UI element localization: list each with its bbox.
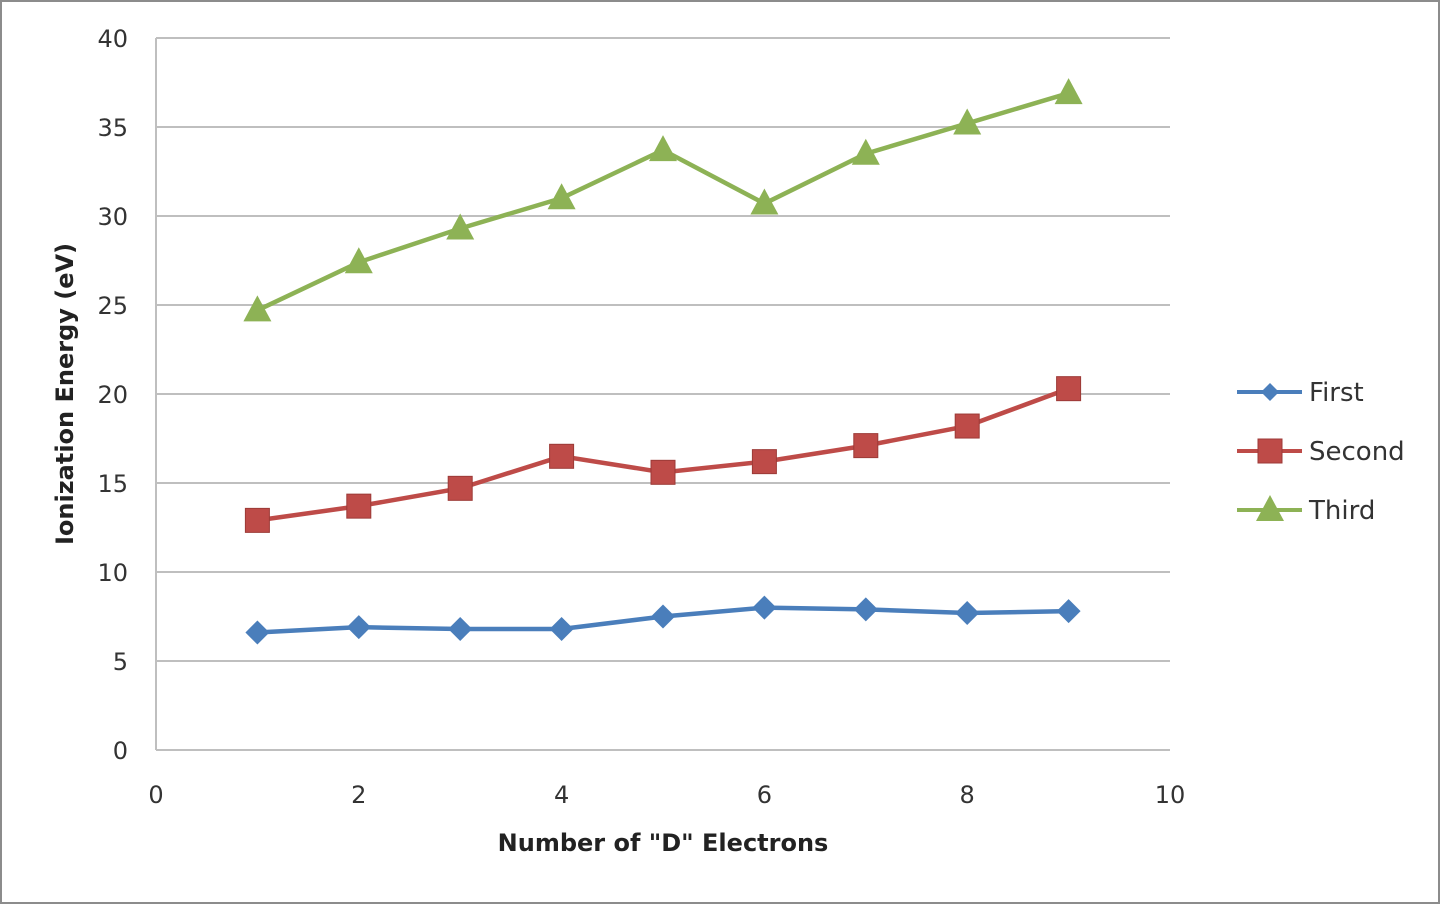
y-tick-label: 15: [97, 470, 128, 498]
diamond-marker: [752, 595, 777, 620]
series-third: [243, 78, 1083, 322]
diamond-marker: [346, 615, 371, 640]
x-tick-label: 10: [1155, 781, 1186, 809]
series-first: [245, 595, 1081, 645]
series-line: [257, 386, 1070, 523]
triangle-marker: [446, 213, 475, 240]
series-second: [244, 376, 1082, 533]
square-marker: [244, 507, 270, 533]
y-tick-label: 10: [97, 559, 128, 587]
square-marker: [954, 413, 980, 439]
series-line: [256, 91, 1070, 313]
triangle-marker: [547, 183, 576, 210]
triangle-marker: [1256, 495, 1284, 521]
diamond-marker: [549, 616, 574, 641]
triangle-marker: [649, 135, 677, 162]
y-axis-title: Ionization Energy (eV): [51, 243, 79, 545]
y-tick-label: 30: [97, 203, 128, 231]
diamond-marker: [853, 597, 878, 622]
triangle-marker: [243, 295, 272, 322]
legend-label: Second: [1309, 437, 1405, 467]
legend-item-second: Second: [1237, 437, 1405, 467]
square-marker: [1257, 438, 1283, 464]
legend-label: First: [1309, 378, 1364, 408]
y-tick-label: 20: [97, 381, 128, 409]
legend-label: Third: [1308, 496, 1375, 526]
legend: First Second Third: [1237, 378, 1405, 526]
y-tick-label: 35: [97, 114, 128, 142]
y-tick-label: 25: [97, 292, 128, 320]
y-tick-label: 0: [113, 737, 128, 765]
y-tick-label: 5: [113, 648, 128, 676]
x-tick-label: 8: [960, 781, 975, 809]
diamond-marker: [651, 604, 675, 629]
x-tick-label: 2: [351, 781, 366, 809]
x-tick-label: 0: [148, 781, 163, 809]
triangle-marker: [851, 138, 880, 165]
square-marker: [1056, 376, 1082, 402]
legend-item-third: Third: [1237, 495, 1375, 526]
legend-item-first: First: [1237, 378, 1364, 408]
diamond-marker: [1056, 599, 1081, 624]
x-tick-label: 6: [757, 781, 772, 809]
square-marker: [549, 443, 575, 469]
y-tick-label: 40: [97, 25, 128, 53]
diamond-marker: [1261, 383, 1279, 401]
square-marker: [650, 459, 676, 485]
square-marker: [447, 475, 473, 501]
triangle-marker: [1054, 78, 1083, 105]
x-axis-title: Number of "D" Electrons: [498, 829, 829, 857]
triangle-marker: [750, 188, 779, 215]
square-marker: [853, 433, 879, 459]
triangle-marker: [344, 247, 373, 274]
diamond-marker: [448, 616, 473, 641]
diamond-marker: [245, 620, 270, 645]
square-marker: [751, 449, 777, 475]
diamond-marker: [955, 600, 980, 625]
x-tick-label: 4: [554, 781, 569, 809]
triangle-marker: [953, 108, 982, 135]
square-marker: [346, 493, 372, 519]
